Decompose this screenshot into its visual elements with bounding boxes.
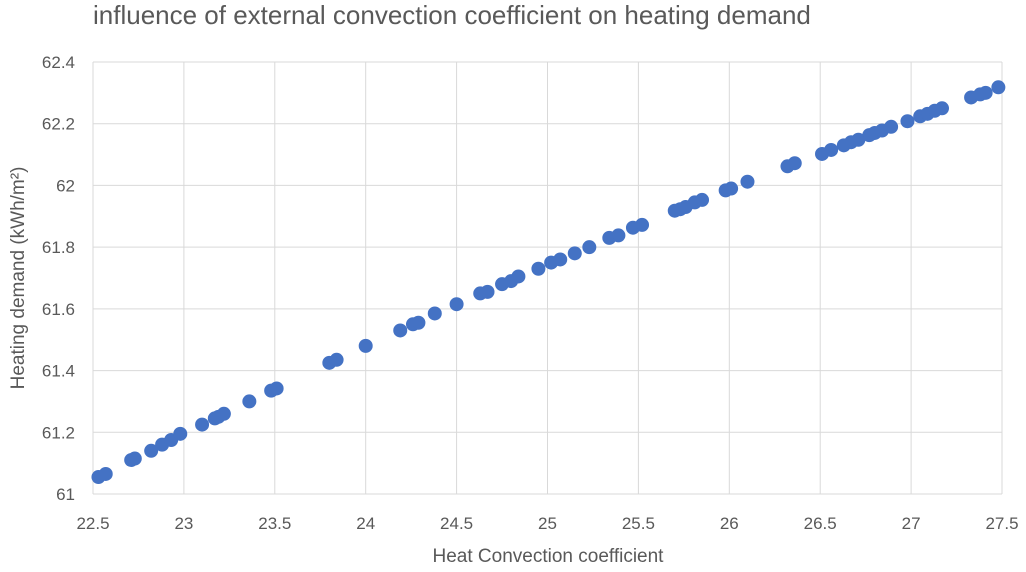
y-tick-label: 62.2	[42, 115, 75, 134]
x-tick-label: 27	[902, 514, 921, 533]
data-point	[242, 394, 257, 409]
data-point	[411, 315, 426, 330]
data-point	[449, 297, 464, 312]
data-point	[511, 269, 526, 284]
data-point	[740, 174, 755, 189]
y-tick-label: 61.8	[42, 238, 75, 257]
data-point	[127, 451, 142, 466]
x-tick-label: 23.5	[258, 514, 291, 533]
gridlines	[92, 61, 1003, 495]
x-tick-label: 23	[174, 514, 193, 533]
y-tick-label: 61	[56, 485, 75, 504]
data-point	[582, 240, 597, 255]
y-tick-label: 62.4	[42, 53, 75, 72]
data-point	[978, 85, 993, 100]
data-points	[91, 80, 1006, 485]
data-point	[611, 228, 626, 243]
data-point	[531, 261, 546, 276]
data-point	[991, 80, 1006, 95]
x-tick-label: 27.5	[985, 514, 1018, 533]
x-axis-title: Heat Convection coefficient	[433, 546, 665, 567]
data-point	[553, 252, 568, 267]
data-point	[98, 466, 113, 481]
data-point	[393, 323, 408, 338]
data-point	[884, 119, 899, 134]
data-point	[824, 142, 839, 157]
data-point	[724, 181, 739, 196]
data-point	[567, 246, 582, 261]
x-tick-label: 26.5	[804, 514, 837, 533]
x-tick-label: 22.5	[76, 514, 109, 533]
y-tick-label: 62	[56, 176, 75, 195]
data-point	[635, 217, 650, 232]
data-point	[144, 443, 159, 458]
chart-title: influence of external convection coeffic…	[93, 0, 811, 30]
data-point	[695, 192, 710, 207]
x-tick-label: 24.5	[440, 514, 473, 533]
x-tick-label: 25	[538, 514, 557, 533]
y-tick-label: 61.4	[42, 362, 75, 381]
data-point	[195, 417, 210, 432]
y-tick-label: 61.6	[42, 300, 75, 319]
data-point	[787, 156, 802, 171]
data-point	[329, 352, 344, 367]
data-point	[358, 338, 373, 353]
y-axis-title: Heating demand (kWh/m²)	[8, 167, 29, 390]
data-point	[173, 426, 188, 441]
y-axis-ticks: 61 61.2 61.4 61.6 61.8 62 62.2 62.4	[42, 53, 75, 504]
x-tick-label: 26	[720, 514, 739, 533]
data-point	[480, 284, 495, 299]
x-tick-label: 25.5	[622, 514, 655, 533]
y-tick-label: 61.2	[42, 423, 75, 442]
data-point	[935, 101, 950, 116]
x-tick-label: 24	[356, 514, 375, 533]
data-point	[269, 381, 284, 396]
data-point	[900, 114, 915, 129]
data-point	[427, 306, 442, 321]
data-point	[216, 406, 231, 421]
x-axis-ticks: 22.5 23 23.5 24 24.5 25 25.5 26 26.5 27 27.5	[76, 514, 1018, 533]
